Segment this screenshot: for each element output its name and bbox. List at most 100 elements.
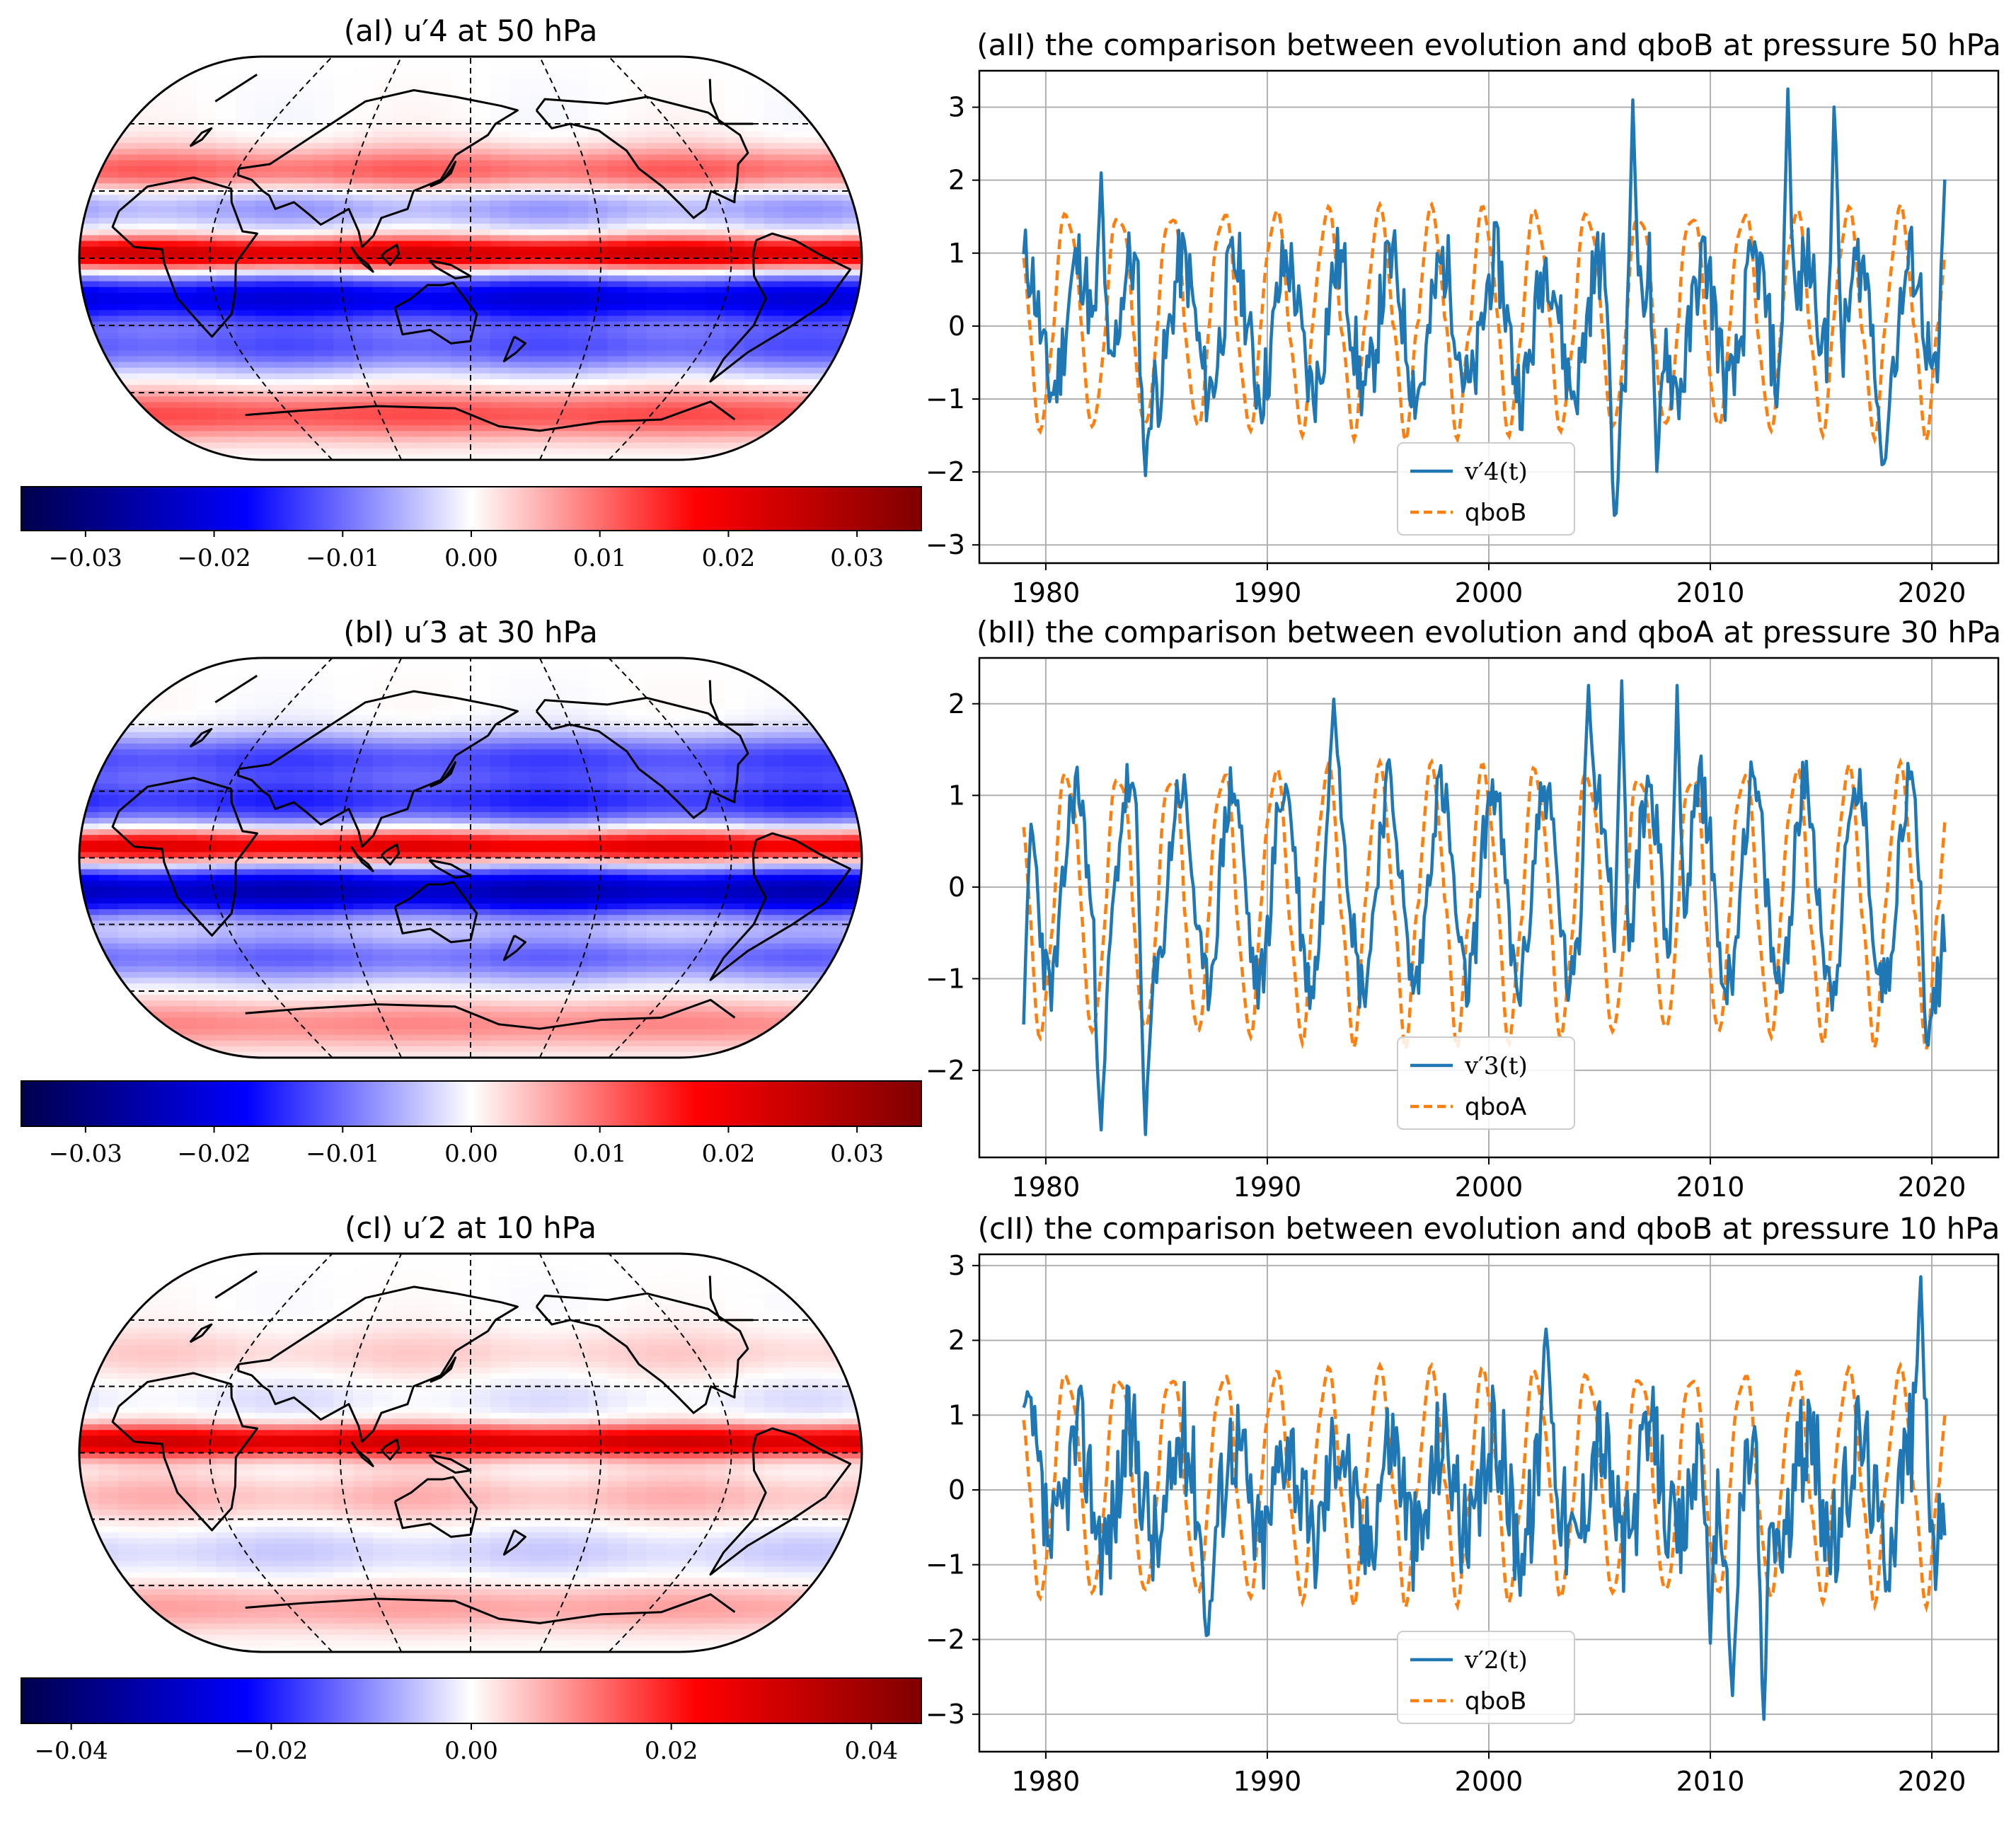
map-cell bbox=[764, 413, 785, 420]
map-cell bbox=[607, 698, 628, 705]
map-cell bbox=[353, 835, 374, 842]
map-cell bbox=[255, 229, 276, 236]
map-cell bbox=[451, 669, 471, 676]
map-cell bbox=[705, 68, 726, 75]
map-cell bbox=[313, 270, 335, 277]
map-cell bbox=[236, 420, 256, 427]
map-cell bbox=[842, 235, 862, 242]
map-cell bbox=[157, 316, 178, 323]
longitude-line bbox=[209, 57, 333, 460]
map-cell bbox=[803, 686, 824, 693]
map-cell bbox=[353, 281, 374, 288]
map-cell bbox=[529, 229, 550, 236]
map-cell bbox=[705, 304, 726, 311]
map-cell bbox=[157, 120, 178, 127]
map-cell bbox=[686, 909, 706, 916]
map-cell bbox=[842, 246, 862, 253]
map-cell bbox=[216, 103, 237, 110]
map-cell bbox=[509, 413, 530, 420]
map-cell bbox=[646, 79, 667, 86]
map-cell bbox=[725, 840, 746, 848]
map-cell bbox=[607, 235, 628, 242]
map-cell bbox=[196, 270, 217, 277]
map-cell bbox=[294, 442, 315, 449]
map-cell bbox=[646, 154, 667, 161]
map-cell bbox=[471, 431, 491, 438]
map-cell bbox=[548, 246, 570, 253]
map-cell bbox=[353, 669, 374, 676]
map-cell bbox=[157, 57, 178, 64]
map-cell bbox=[490, 932, 511, 939]
map-cell bbox=[568, 880, 589, 887]
map-cell bbox=[686, 178, 706, 185]
map-cell bbox=[529, 125, 550, 132]
map-cell bbox=[686, 852, 706, 859]
map-cell bbox=[333, 74, 355, 81]
map-cell bbox=[529, 149, 550, 156]
map-cell bbox=[842, 954, 862, 961]
map-cell bbox=[451, 681, 471, 688]
map-cell bbox=[587, 68, 609, 75]
map-cell bbox=[79, 131, 100, 138]
map-cell bbox=[666, 937, 687, 944]
map-cell bbox=[842, 391, 862, 398]
map-cell bbox=[842, 171, 862, 178]
map-cell bbox=[548, 160, 570, 167]
map-cell bbox=[431, 229, 452, 236]
map-cell bbox=[803, 350, 824, 357]
map-cell bbox=[607, 880, 628, 887]
map-cell bbox=[333, 57, 355, 64]
map-cell bbox=[587, 149, 609, 156]
map-cell bbox=[177, 229, 197, 236]
map-cell bbox=[744, 97, 765, 104]
map-cell bbox=[372, 818, 393, 825]
map-cell bbox=[216, 120, 237, 127]
map-cell bbox=[725, 755, 746, 762]
map-cell bbox=[842, 453, 862, 460]
map-cell bbox=[333, 166, 355, 173]
map-cell bbox=[118, 373, 139, 380]
map-cell bbox=[705, 738, 726, 745]
map-cell bbox=[803, 310, 824, 317]
map-cell bbox=[353, 880, 374, 887]
map-cell bbox=[451, 264, 471, 271]
map-cell bbox=[646, 189, 667, 196]
map-cell bbox=[275, 281, 296, 288]
map-cell bbox=[412, 829, 432, 836]
map-cell bbox=[783, 794, 805, 802]
map-cell bbox=[275, 686, 296, 693]
map-cell bbox=[98, 874, 120, 881]
colorbar-tick-label: −0.01 bbox=[306, 544, 379, 572]
map-cell bbox=[353, 675, 374, 682]
map-cell bbox=[607, 206, 628, 213]
map-cell bbox=[392, 686, 413, 693]
map-cell bbox=[275, 166, 296, 173]
map-cell bbox=[255, 407, 276, 415]
map-cell bbox=[842, 413, 862, 420]
map-cell bbox=[392, 720, 413, 727]
map-cell bbox=[157, 823, 178, 831]
map-cell bbox=[607, 281, 628, 288]
map-cell bbox=[568, 772, 589, 779]
map-cell bbox=[451, 143, 471, 150]
map-cell bbox=[725, 287, 746, 294]
map-cell bbox=[157, 189, 178, 196]
map-cell bbox=[529, 818, 550, 825]
map-cell bbox=[275, 310, 296, 317]
map-cell bbox=[471, 681, 491, 688]
map-cell bbox=[118, 846, 139, 853]
map-cell bbox=[255, 920, 276, 927]
map-cell bbox=[196, 246, 217, 253]
map-cell bbox=[783, 766, 805, 773]
map-cell bbox=[157, 281, 178, 288]
map-cell bbox=[548, 789, 570, 796]
map-cell bbox=[587, 880, 609, 887]
map-cell bbox=[529, 932, 550, 939]
map-cell bbox=[744, 425, 765, 432]
map-cell bbox=[627, 852, 647, 859]
map-cell bbox=[725, 800, 746, 807]
map-cell bbox=[548, 327, 570, 334]
map-cell bbox=[646, 224, 667, 231]
map-cell bbox=[548, 339, 570, 346]
map-cell bbox=[451, 806, 471, 813]
